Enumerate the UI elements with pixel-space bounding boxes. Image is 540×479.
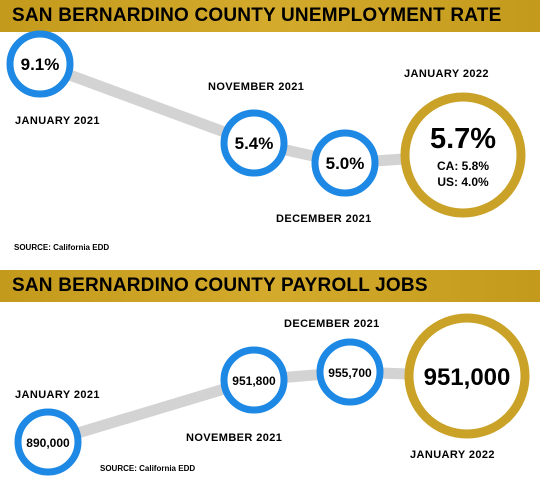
payroll-value-label: 951,800	[232, 374, 276, 388]
payroll-marker-highlight	[404, 313, 530, 439]
unemployment-value-label: 5.7%	[430, 123, 496, 155]
unemployment-period-label: NOVEMBER 2021	[208, 81, 304, 93]
unemployment-value-label: 9.1%	[21, 55, 60, 74]
payroll-source-note: SOURCE: California EDD	[100, 464, 195, 473]
payroll-value-label: 951,000	[424, 364, 511, 391]
us-comparison-label: US: 4.0%	[437, 175, 489, 189]
ca-comparison-label: CA: 5.8%	[437, 159, 489, 173]
payroll-value-label: 890,000	[26, 436, 70, 450]
payroll-period-label: JANUARY 2021	[15, 389, 100, 401]
payroll-value-label: 955,700	[328, 366, 372, 380]
payroll-period-label: NOVEMBER 2021	[186, 432, 282, 444]
unemployment-point-jan-2021: 9.1%	[6, 30, 74, 98]
unemployment-chart-title: SAN BERNARDINO COUNTY UNEMPLOYMENT RATE	[0, 0, 540, 32]
unemployment-chart: 9.1% 5.4% 5.0% 5.7% CA: 5.8% US: 4.0% JA…	[6, 30, 526, 252]
payroll-point-nov-2021: 951,800	[220, 346, 288, 414]
unemployment-point-dec-2021: 5.0%	[311, 129, 379, 197]
unemployment-period-label: JANUARY 2021	[15, 115, 100, 127]
unemployment-marker	[220, 109, 288, 177]
unemployment-marker	[6, 30, 74, 98]
unemployment-point-jan-2022: 5.7% CA: 5.8% US: 4.0%	[400, 92, 526, 218]
unemployment-marker-highlight	[400, 92, 526, 218]
payroll-marker	[316, 338, 384, 406]
payroll-point-jan-2021: 890,000	[14, 408, 82, 476]
unemployment-point-nov-2021: 5.4%	[220, 109, 288, 177]
unemployment-value-label: 5.0%	[326, 154, 365, 173]
unemployment-period-label: JANUARY 2022	[404, 68, 489, 80]
payroll-marker	[14, 408, 82, 476]
unemployment-source-note: SOURCE: California EDD	[14, 243, 109, 252]
payroll-chart: 890,000 951,800 955,700 951,000 JANUARY …	[14, 313, 530, 476]
payroll-period-label: DECEMBER 2021	[284, 318, 380, 330]
unemployment-value-label: 5.4%	[235, 134, 274, 153]
payroll-period-label: JANUARY 2022	[410, 449, 495, 461]
payroll-marker	[220, 346, 288, 414]
payroll-point-jan-2022: 951,000	[404, 313, 530, 439]
unemployment-period-label: DECEMBER 2021	[276, 213, 372, 225]
payroll-chart-title: SAN BERNARDINO COUNTY PAYROLL JOBS	[0, 270, 540, 302]
unemployment-marker	[311, 129, 379, 197]
payroll-point-dec-2021: 955,700	[316, 338, 384, 406]
